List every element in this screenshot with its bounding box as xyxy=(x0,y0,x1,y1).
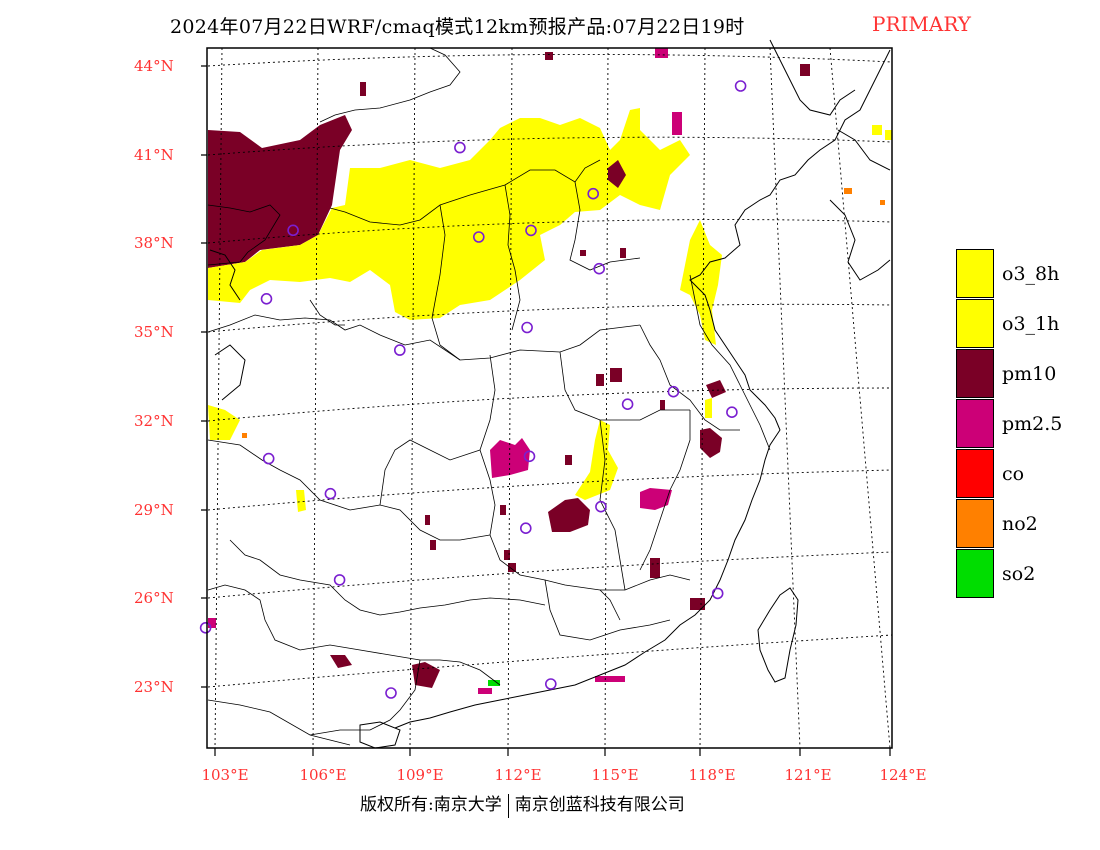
lat-label-44n: 44°N xyxy=(134,57,174,75)
station-marker-icon xyxy=(593,262,606,275)
station-marker-icon xyxy=(287,224,299,237)
station-marker-icon xyxy=(595,500,607,513)
station-marker-icon xyxy=(621,398,634,411)
legend-label: pm2.5 xyxy=(1002,413,1063,435)
legend-label: o3_8h xyxy=(1002,263,1060,285)
station-marker-icon xyxy=(667,385,680,398)
station-marker-icon xyxy=(519,522,532,535)
legend-label: co xyxy=(1002,463,1025,485)
station-marker-icon xyxy=(333,574,346,586)
lat-label-32n: 32°N xyxy=(134,412,174,430)
lon-label-118e: 118°E xyxy=(688,766,736,784)
lat-label-41n: 41°N xyxy=(134,146,174,164)
lat-label-26n: 26°N xyxy=(134,589,174,607)
legend-item-so2: so2 xyxy=(956,549,1100,599)
lat-label-35n: 35°N xyxy=(134,323,174,341)
lat-label-29n: 29°N xyxy=(134,501,174,519)
lon-label-121e: 121°E xyxy=(784,766,832,784)
legend-item-co: co xyxy=(956,449,1100,499)
lon-label-103e: 103°E xyxy=(201,766,249,784)
station-marker-icon xyxy=(324,487,337,500)
lat-label-23n: 23°N xyxy=(134,678,174,696)
province-boundaries xyxy=(207,47,771,746)
legend-label: pm10 xyxy=(1002,363,1057,385)
legend-swatch xyxy=(956,399,994,448)
station-marker-icon xyxy=(393,344,406,356)
station-marker-icon xyxy=(726,406,738,419)
monitoring-stations xyxy=(199,80,747,699)
legend-swatch xyxy=(956,499,994,548)
map-frame xyxy=(201,47,893,756)
lon-label-109e: 109°E xyxy=(396,766,444,784)
lon-label-106e: 106°E xyxy=(299,766,347,784)
map-title: 2024年07月22日WRF/cmaq模式12km预报产品:07月22日19时 xyxy=(170,16,745,38)
station-marker-icon xyxy=(472,231,485,243)
legend-label: o3_1h xyxy=(1002,313,1060,335)
legend-swatch xyxy=(956,449,994,498)
station-marker-icon xyxy=(521,321,533,334)
legend-swatch xyxy=(956,549,994,598)
legend-item-pm25: pm2.5 xyxy=(956,399,1100,449)
legend-item-o3-1h: o3_1h xyxy=(956,299,1100,349)
station-marker-icon xyxy=(734,80,747,92)
legend-label: so2 xyxy=(1002,563,1036,585)
station-marker-icon xyxy=(454,141,466,154)
station-marker-icon xyxy=(262,452,275,465)
station-marker-icon xyxy=(523,450,536,463)
station-marker-icon xyxy=(525,224,537,237)
coastline xyxy=(209,39,891,749)
lat-label-38n: 38°N xyxy=(134,234,174,252)
legend-item-no2: no2 xyxy=(956,499,1100,549)
footer-divider xyxy=(507,793,509,818)
station-marker-icon xyxy=(260,292,273,305)
legend-swatch xyxy=(956,299,994,348)
copyright-owner: 版权所有:南京大学 xyxy=(360,795,502,815)
o3-region-north xyxy=(208,108,892,512)
lon-label-124e: 124°E xyxy=(879,766,927,784)
station-marker-icon xyxy=(544,678,557,690)
legend-swatch xyxy=(956,249,994,298)
station-marker-icon xyxy=(711,587,724,600)
station-marker-icon xyxy=(385,687,397,699)
copyright-footer: 版权所有:南京大学 南京创蓝科技有限公司 xyxy=(360,790,685,818)
legend-item-o3-8h: o3_8h xyxy=(956,249,1100,299)
lon-label-115e: 115°E xyxy=(591,766,639,784)
lon-label-112e: 112°E xyxy=(494,766,542,784)
copyright-company: 南京创蓝科技有限公司 xyxy=(514,795,685,815)
primary-tag: PRIMARY xyxy=(872,12,971,36)
so2-patches xyxy=(488,680,500,686)
station-marker-icon xyxy=(199,621,212,634)
legend-label: no2 xyxy=(1002,513,1038,535)
no2-patches xyxy=(242,188,885,438)
graticule xyxy=(207,47,893,749)
legend-swatch xyxy=(956,349,994,398)
station-marker-icon xyxy=(587,187,600,200)
legend-item-pm10: pm10 xyxy=(956,349,1100,399)
